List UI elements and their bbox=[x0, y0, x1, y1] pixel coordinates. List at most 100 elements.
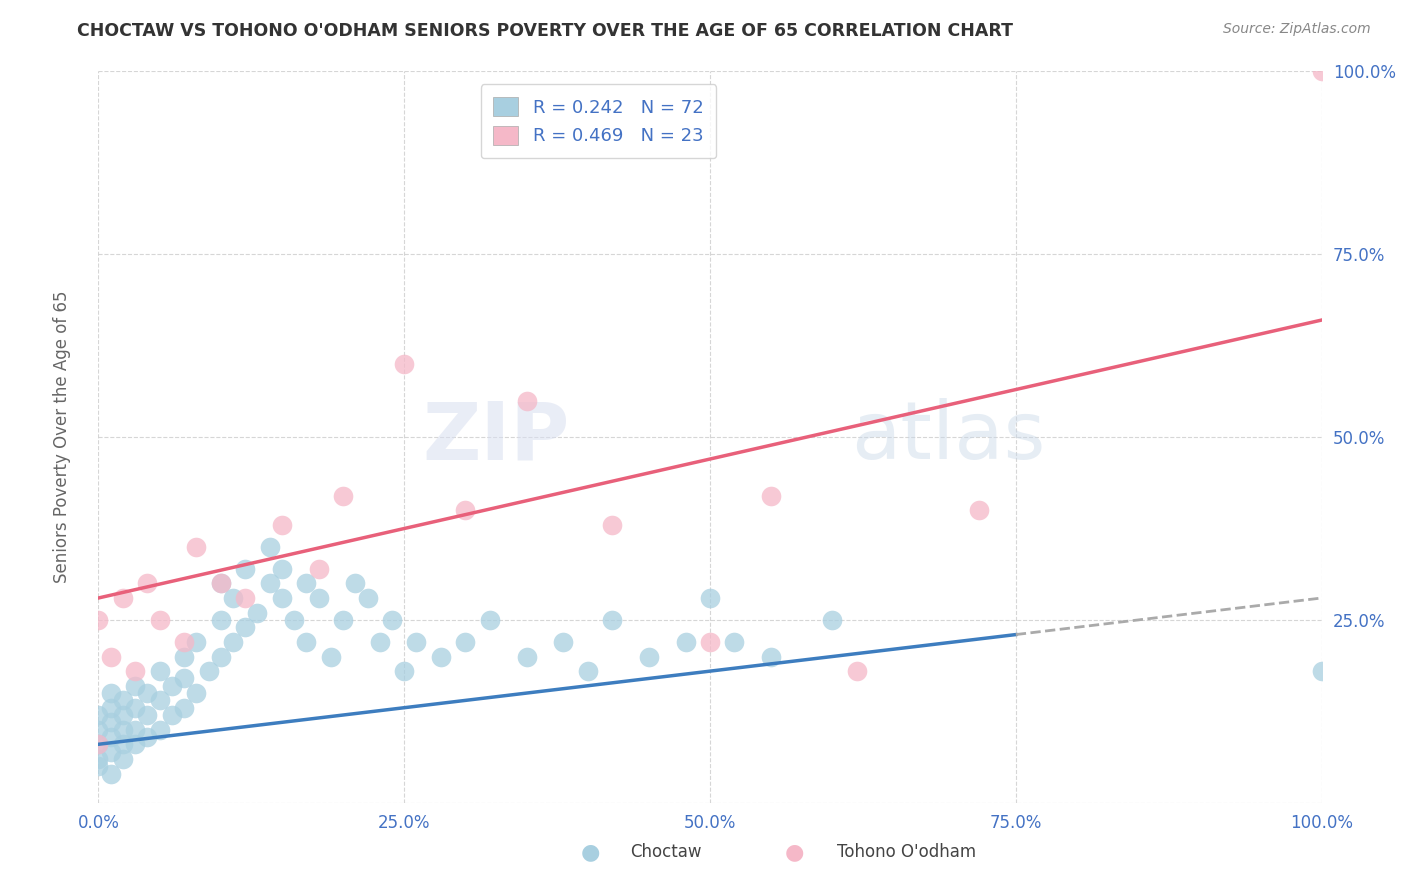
Point bbox=[173, 635, 195, 649]
Point bbox=[100, 649, 122, 664]
Point bbox=[186, 686, 208, 700]
Point bbox=[553, 635, 575, 649]
Point bbox=[111, 737, 134, 751]
Point bbox=[332, 489, 354, 503]
Point bbox=[186, 540, 208, 554]
Point bbox=[295, 576, 318, 591]
Point bbox=[454, 503, 477, 517]
Point bbox=[405, 635, 427, 649]
Point bbox=[149, 664, 172, 678]
Point bbox=[283, 613, 305, 627]
Point bbox=[136, 730, 159, 744]
Point bbox=[344, 576, 367, 591]
Point bbox=[100, 686, 122, 700]
Point bbox=[233, 620, 256, 634]
Point bbox=[160, 679, 183, 693]
Point bbox=[111, 591, 134, 605]
Point bbox=[699, 635, 721, 649]
Point bbox=[100, 766, 122, 780]
Point bbox=[295, 635, 318, 649]
Point bbox=[845, 664, 868, 678]
Point bbox=[87, 723, 110, 737]
Y-axis label: Seniors Poverty Over the Age of 65: Seniors Poverty Over the Age of 65 bbox=[52, 291, 70, 583]
Point bbox=[222, 635, 245, 649]
Point bbox=[209, 576, 232, 591]
Point bbox=[600, 613, 623, 627]
Point bbox=[149, 723, 172, 737]
Point bbox=[111, 693, 134, 707]
Point bbox=[259, 540, 281, 554]
Point bbox=[259, 576, 281, 591]
Point bbox=[356, 591, 378, 605]
Point bbox=[308, 591, 330, 605]
Point bbox=[87, 752, 110, 766]
Point bbox=[124, 700, 146, 714]
Point bbox=[87, 708, 110, 723]
Point bbox=[233, 591, 256, 605]
Point bbox=[821, 613, 844, 627]
Text: Choctaw: Choctaw bbox=[630, 843, 702, 861]
Point bbox=[100, 745, 122, 759]
Legend: R = 0.242   N = 72, R = 0.469   N = 23: R = 0.242 N = 72, R = 0.469 N = 23 bbox=[481, 84, 716, 158]
Point bbox=[675, 635, 697, 649]
Point bbox=[111, 752, 134, 766]
Point bbox=[515, 649, 537, 664]
Point bbox=[478, 613, 501, 627]
Point bbox=[332, 613, 354, 627]
Point bbox=[761, 649, 783, 664]
Point bbox=[87, 737, 110, 751]
Point bbox=[392, 664, 416, 678]
Point bbox=[1310, 64, 1333, 78]
Point bbox=[381, 613, 404, 627]
Point bbox=[136, 708, 159, 723]
Point bbox=[149, 613, 172, 627]
Point bbox=[967, 503, 990, 517]
Point bbox=[1310, 664, 1333, 678]
Point bbox=[209, 576, 232, 591]
Point bbox=[368, 635, 391, 649]
Point bbox=[209, 613, 232, 627]
Point bbox=[100, 730, 122, 744]
Text: ●: ● bbox=[785, 842, 804, 862]
Point bbox=[124, 723, 146, 737]
Point bbox=[761, 489, 783, 503]
Point bbox=[576, 664, 599, 678]
Point bbox=[246, 606, 269, 620]
Point bbox=[136, 576, 159, 591]
Point bbox=[124, 679, 146, 693]
Point bbox=[186, 635, 208, 649]
Point bbox=[197, 664, 219, 678]
Point bbox=[160, 708, 183, 723]
Point bbox=[100, 715, 122, 730]
Point bbox=[600, 517, 623, 532]
Point bbox=[149, 693, 172, 707]
Text: CHOCTAW VS TOHONO O'ODHAM SENIORS POVERTY OVER THE AGE OF 65 CORRELATION CHART: CHOCTAW VS TOHONO O'ODHAM SENIORS POVERT… bbox=[77, 22, 1014, 40]
Point bbox=[100, 700, 122, 714]
Text: ●: ● bbox=[581, 842, 600, 862]
Point bbox=[111, 723, 134, 737]
Point bbox=[515, 393, 537, 408]
Point bbox=[87, 613, 110, 627]
Point bbox=[173, 700, 195, 714]
Text: Tohono O'odham: Tohono O'odham bbox=[837, 843, 976, 861]
Point bbox=[308, 562, 330, 576]
Point bbox=[111, 708, 134, 723]
Point bbox=[454, 635, 477, 649]
Point bbox=[233, 562, 256, 576]
Point bbox=[270, 591, 294, 605]
Text: Source: ZipAtlas.com: Source: ZipAtlas.com bbox=[1223, 22, 1371, 37]
Point bbox=[124, 737, 146, 751]
Point bbox=[270, 562, 294, 576]
Point bbox=[699, 591, 721, 605]
Text: ZIP: ZIP bbox=[422, 398, 569, 476]
Point bbox=[87, 737, 110, 751]
Point bbox=[87, 759, 110, 773]
Point bbox=[637, 649, 661, 664]
Point bbox=[723, 635, 745, 649]
Point bbox=[173, 649, 195, 664]
Point bbox=[136, 686, 159, 700]
Point bbox=[173, 672, 195, 686]
Point bbox=[124, 664, 146, 678]
Point bbox=[222, 591, 245, 605]
Text: atlas: atlas bbox=[851, 398, 1045, 476]
